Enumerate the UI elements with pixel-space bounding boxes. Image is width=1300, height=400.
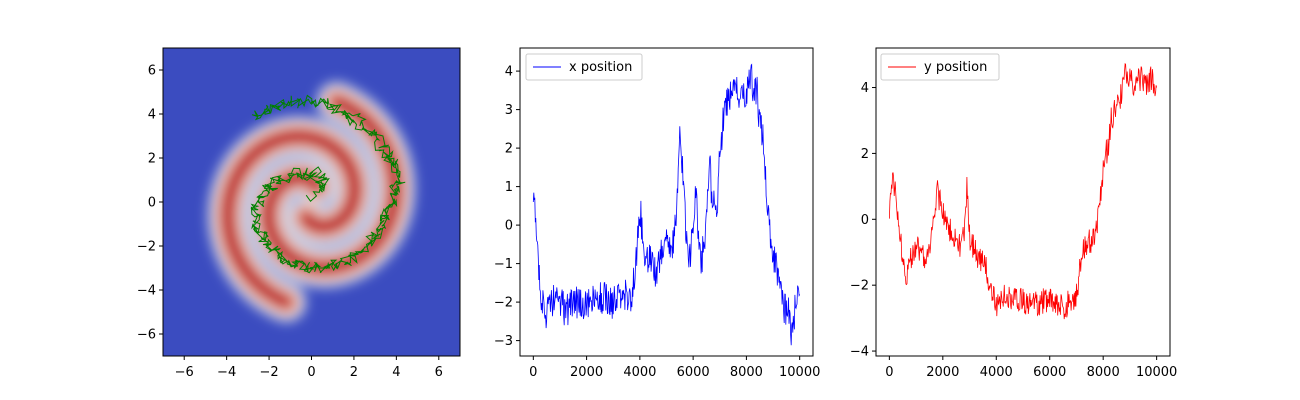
x-position-panel: 0 2000 4000 6000 8000 10000 −3 −2 −1 0 1 2 3 4 x posi… (494, 47, 820, 380)
x-tick-label: 10000 (1136, 365, 1177, 380)
legend: y position (880, 53, 1000, 81)
x-tick-label: −4 (217, 365, 236, 380)
y-tick-label: −2 (850, 279, 869, 294)
y-tick-label: 4 (505, 65, 513, 80)
y-tick-label: 2 (505, 142, 513, 157)
y-tick-label: 4 (148, 108, 156, 123)
legend-label: x position (569, 60, 632, 75)
x-tick-label: 6000 (1033, 365, 1066, 380)
x-tick-label: −2 (259, 365, 278, 380)
x-tick-label: 2000 (570, 365, 603, 380)
y-tick-label: −3 (494, 334, 513, 349)
x-tick-label: 8000 (1087, 365, 1120, 380)
x-position-line (532, 63, 801, 346)
x-tick-label: 10000 (779, 365, 820, 380)
x-tick-label: 2000 (926, 365, 959, 380)
x-tick-label: 4000 (623, 365, 656, 380)
x-tick-label: 8000 (730, 365, 763, 380)
y-tick-label: −2 (494, 296, 513, 311)
density-arm (221, 130, 361, 309)
x-tick-label: 6000 (677, 365, 710, 380)
y-tick-label: −2 (137, 240, 156, 255)
heatmap-panel: −6 −4 −2 0 2 4 6 −6 −4 −2 0 2 4 6 (137, 47, 461, 380)
y-tick-label: 2 (861, 147, 869, 162)
x-tick-label: 4 (392, 365, 400, 380)
legend-label: y position (924, 60, 987, 75)
x-position-frame (519, 47, 814, 357)
y-tick-label: 1 (505, 180, 513, 195)
x-tick-label: 4000 (980, 365, 1013, 380)
y-tick-label: −1 (494, 257, 513, 272)
x-tick-label: 0 (307, 365, 315, 380)
y-tick-label: 0 (505, 219, 513, 234)
y-tick-label: 2 (148, 152, 156, 167)
y-position-line (889, 63, 1157, 320)
x-tick-label: −6 (175, 365, 194, 380)
density-arm (262, 95, 402, 274)
y-tick-label: 3 (505, 103, 513, 118)
x-tick-label: 0 (885, 365, 893, 380)
y-tick-label: −4 (137, 284, 156, 299)
y-tick-label: −6 (137, 328, 156, 343)
trajectory-line (250, 94, 406, 274)
y-position-frame (875, 47, 1171, 357)
legend: x position (525, 53, 643, 81)
y-tick-label: 0 (148, 196, 156, 211)
x-tick-label: 6 (435, 365, 443, 380)
y-tick-label: −4 (850, 345, 869, 360)
legend-box (525, 53, 643, 81)
x-tick-label: 2 (350, 365, 358, 380)
y-tick-label: 4 (861, 81, 869, 96)
y-position-panel: 0 2000 4000 6000 8000 10000 −4 −2 0 2 4 y position (850, 47, 1177, 380)
x-tick-label: 0 (529, 365, 537, 380)
y-tick-label: 6 (148, 64, 156, 79)
y-tick-label: 0 (861, 213, 869, 228)
legend-box (880, 53, 1000, 81)
density-spiral (207, 81, 416, 323)
